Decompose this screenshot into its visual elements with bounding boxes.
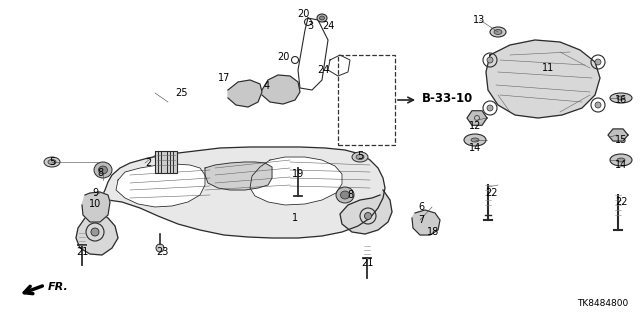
Text: 10: 10 [89,199,101,209]
Text: 3: 3 [307,21,313,31]
Polygon shape [116,164,205,207]
Ellipse shape [610,93,632,103]
Ellipse shape [317,14,327,22]
Ellipse shape [319,16,324,20]
Polygon shape [412,210,440,235]
Text: 15: 15 [615,135,627,145]
Polygon shape [205,162,272,190]
Text: 22: 22 [615,197,627,207]
Bar [161,151,173,173]
Ellipse shape [365,212,371,219]
Text: 5: 5 [357,151,363,161]
Text: 16: 16 [615,95,627,105]
Ellipse shape [48,160,56,165]
Polygon shape [228,80,262,107]
Ellipse shape [156,244,164,252]
Text: 1: 1 [292,213,298,223]
Text: FR.: FR. [48,282,68,292]
Polygon shape [82,192,110,222]
Text: 20: 20 [297,9,309,19]
Ellipse shape [494,29,502,34]
Ellipse shape [487,105,493,111]
Text: B-33-10: B-33-10 [422,92,473,105]
Text: 8: 8 [347,190,353,200]
Ellipse shape [490,27,506,37]
Ellipse shape [44,157,60,167]
Ellipse shape [356,154,364,160]
Ellipse shape [340,191,349,199]
Text: 11: 11 [542,63,554,73]
Text: 21: 21 [76,247,88,257]
Text: TK8484800: TK8484800 [577,299,628,308]
Text: 23: 23 [156,247,168,257]
Text: 7: 7 [418,215,424,225]
Ellipse shape [336,187,354,203]
Ellipse shape [617,158,625,162]
Text: 21: 21 [361,258,373,268]
Text: 22: 22 [484,188,497,198]
Ellipse shape [352,152,368,162]
Text: 13: 13 [473,15,485,25]
Text: 25: 25 [175,88,188,98]
Polygon shape [486,40,600,118]
Ellipse shape [91,228,99,236]
Polygon shape [608,129,628,141]
Ellipse shape [595,59,601,65]
Text: 17: 17 [218,73,230,83]
Text: 12: 12 [469,121,481,131]
Text: 9: 9 [92,188,98,198]
Text: 8: 8 [97,168,103,178]
Ellipse shape [471,138,479,142]
Text: 14: 14 [469,143,481,153]
Polygon shape [262,75,300,104]
Ellipse shape [94,162,112,178]
Text: 14: 14 [615,160,627,170]
Ellipse shape [99,166,108,174]
Bar [158,151,170,173]
Text: 18: 18 [427,227,439,237]
Polygon shape [95,147,385,238]
Text: 19: 19 [292,169,304,179]
Ellipse shape [464,134,486,146]
Text: 20: 20 [277,52,289,62]
Ellipse shape [617,96,625,100]
Text: 24: 24 [322,21,334,31]
Polygon shape [467,111,487,125]
Ellipse shape [610,154,632,166]
Bar [155,151,177,173]
Polygon shape [250,157,342,205]
Ellipse shape [487,57,493,63]
Polygon shape [76,210,118,255]
Text: 24: 24 [317,65,329,75]
Ellipse shape [595,102,601,108]
Polygon shape [340,190,392,234]
Text: 4: 4 [264,81,270,91]
Text: 2: 2 [145,158,151,168]
Bar [155,151,167,173]
Text: 5: 5 [49,157,55,167]
Bar [338,55,395,145]
Text: 6: 6 [418,202,424,212]
